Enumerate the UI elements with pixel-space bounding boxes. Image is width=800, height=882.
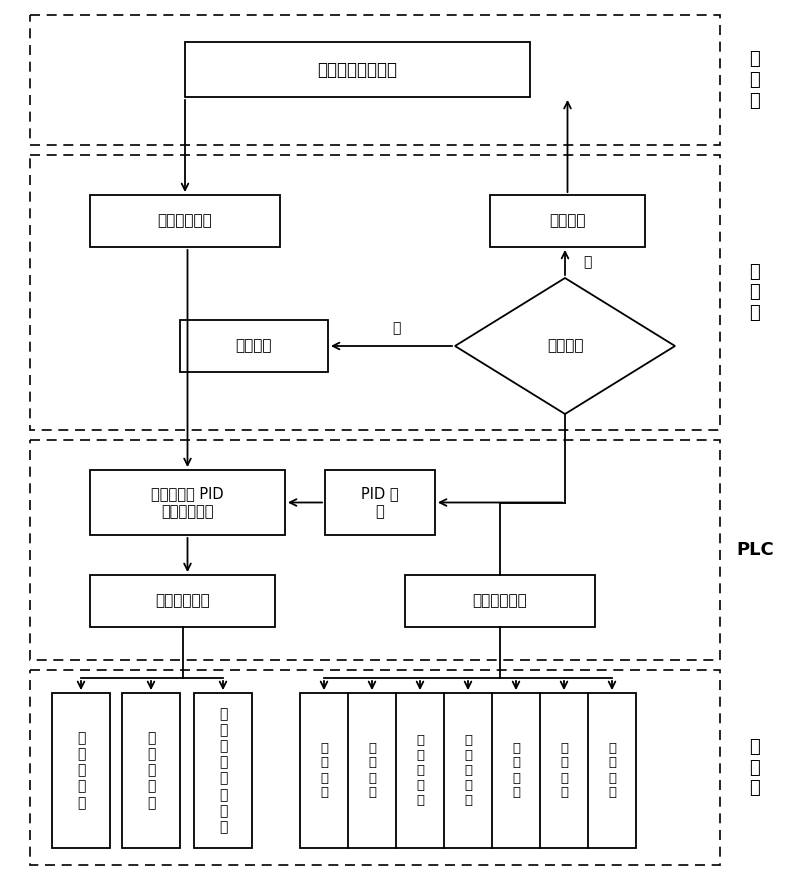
Polygon shape: [455, 278, 675, 414]
Text: 出
口
温
度: 出 口 温 度: [560, 742, 568, 799]
Text: 加
水
流
量: 加 水 流 量: [512, 742, 520, 799]
Bar: [90, 470, 285, 535]
Bar: [90, 575, 275, 627]
Bar: [300, 693, 636, 848]
Text: PLC: PLC: [736, 541, 774, 559]
Bar: [194, 693, 252, 848]
Text: 下发控制数据: 下发控制数据: [158, 213, 212, 228]
Bar: [490, 195, 645, 247]
Bar: [30, 670, 720, 865]
Text: 服
务
器: 服 务 器: [750, 50, 760, 109]
Bar: [90, 195, 280, 247]
Text: 控制指令执行: 控制指令执行: [155, 594, 210, 609]
Text: 自动更新: 自动更新: [550, 213, 586, 228]
Bar: [30, 155, 720, 430]
Text: 工艺指标检测: 工艺指标检测: [473, 594, 527, 609]
Text: 差: 差: [392, 321, 401, 335]
Text: 经验数据与 PID
实时控制整合: 经验数据与 PID 实时控制整合: [151, 486, 224, 519]
Text: 经验数据控制模型: 经验数据控制模型: [318, 61, 398, 78]
Text: 蒸
汽
压
力: 蒸 汽 压 力: [320, 742, 328, 799]
Bar: [30, 15, 720, 145]
Bar: [325, 470, 435, 535]
Text: 加
水
控
制
阀: 加 水 控 制 阀: [147, 731, 155, 810]
Bar: [185, 42, 530, 97]
Text: 热
风
风
门
控
制
气
缸: 热 风 风 门 控 制 气 缸: [219, 706, 227, 834]
Text: 生
产
线: 生 产 线: [750, 737, 760, 797]
Text: 蒸
汽
流
量: 蒸 汽 流 量: [368, 742, 376, 799]
Text: 监
控
机: 监 控 机: [750, 263, 760, 322]
Text: 超差报警: 超差报警: [236, 339, 272, 354]
Bar: [122, 693, 180, 848]
Text: 加
水
阀
开
度: 加 水 阀 开 度: [464, 734, 472, 807]
Bar: [180, 320, 328, 372]
Bar: [30, 440, 720, 660]
Text: 效果分析: 效果分析: [546, 339, 583, 354]
Text: PID 控
制: PID 控 制: [361, 486, 399, 519]
Text: 蒸
汽
控
制
阀: 蒸 汽 控 制 阀: [77, 731, 85, 810]
Bar: [52, 693, 110, 848]
Text: 蒸
汽
阀
开
度: 蒸 汽 阀 开 度: [416, 734, 424, 807]
Text: 好: 好: [583, 256, 591, 270]
Bar: [405, 575, 595, 627]
Text: 出
口
水
份: 出 口 水 份: [608, 742, 616, 799]
